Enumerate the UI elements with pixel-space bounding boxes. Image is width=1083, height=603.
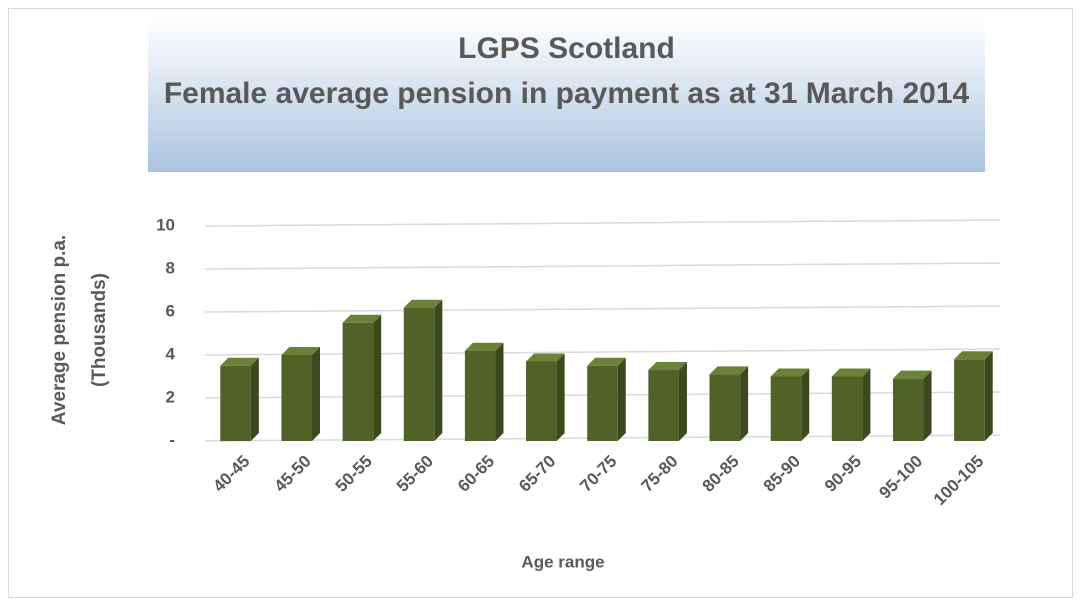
bar-side [678,362,687,441]
y-axis-label: Average pension p.a. [49,235,70,425]
bar-top [464,342,504,351]
bar-top [770,368,810,377]
bar [220,365,251,441]
bar-top [342,314,382,323]
bar [954,359,985,441]
bar-top [526,353,565,362]
bar [648,370,679,441]
y-tick-label: 10 [156,215,175,234]
bar [464,350,496,441]
chart-subtitle: Female average pension in payment as at … [163,77,970,110]
x-tick-label: 55-60 [393,452,437,496]
bar-side [862,368,871,441]
x-tick-label: 70-75 [576,452,620,496]
bar-side [740,366,749,441]
bar [587,365,618,441]
x-tick-label: 75-80 [637,452,681,496]
x-tick-label: 40-45 [209,452,253,496]
bar-side [250,357,259,441]
bar [403,307,435,441]
chart-frame [8,8,1073,598]
x-tick-label: 80-85 [699,452,743,496]
bar-side [495,342,504,441]
bar-side [312,347,321,441]
bar-side [617,357,626,441]
bar-side [923,370,932,441]
y-tick-label: - [169,430,175,449]
y-axis-label: (Thousands) [89,273,110,387]
grid-line [204,305,1001,313]
bar-side [984,351,993,441]
x-tick-label: 100-105 [930,452,988,510]
bar-side [801,368,810,441]
bar-side [434,299,443,441]
y-tick-label: 6 [166,301,175,320]
bar-side [556,353,565,441]
bar-side [373,314,382,441]
x-tick-label: 45-50 [271,452,315,496]
bar [281,355,313,441]
bar-top [403,299,443,308]
x-tick-label: 95-100 [875,452,926,503]
grid-line [204,348,1001,356]
bar-top [281,347,321,355]
chart-title: LGPS Scotland [458,32,675,65]
x-tick-label: 60-65 [454,452,498,496]
y-tick-label: 2 [166,387,175,406]
bar [892,378,924,441]
bar [831,376,863,441]
grid-line [204,219,1001,227]
bar-top [220,357,259,366]
bar [770,376,802,441]
x-tick-label: 85-90 [760,452,804,496]
bar-top [709,366,749,375]
x-axis-label: Age range [521,552,604,571]
bar-top [587,357,626,366]
bar-top [831,368,871,377]
x-tick-label: 50-55 [332,452,376,496]
x-tick-label: 65-70 [515,452,559,496]
bar-top [648,362,687,371]
x-tick-label: 90-95 [821,452,865,496]
title-box: LGPS Scotland Female average pension in … [148,18,985,172]
bar-top [892,370,932,379]
y-tick-label: 4 [166,344,176,363]
y-tick-label: 8 [166,258,175,277]
bar [709,374,741,441]
grid-line [204,262,1001,270]
bar [526,361,557,441]
bar-top [954,351,993,360]
bar [342,322,374,441]
